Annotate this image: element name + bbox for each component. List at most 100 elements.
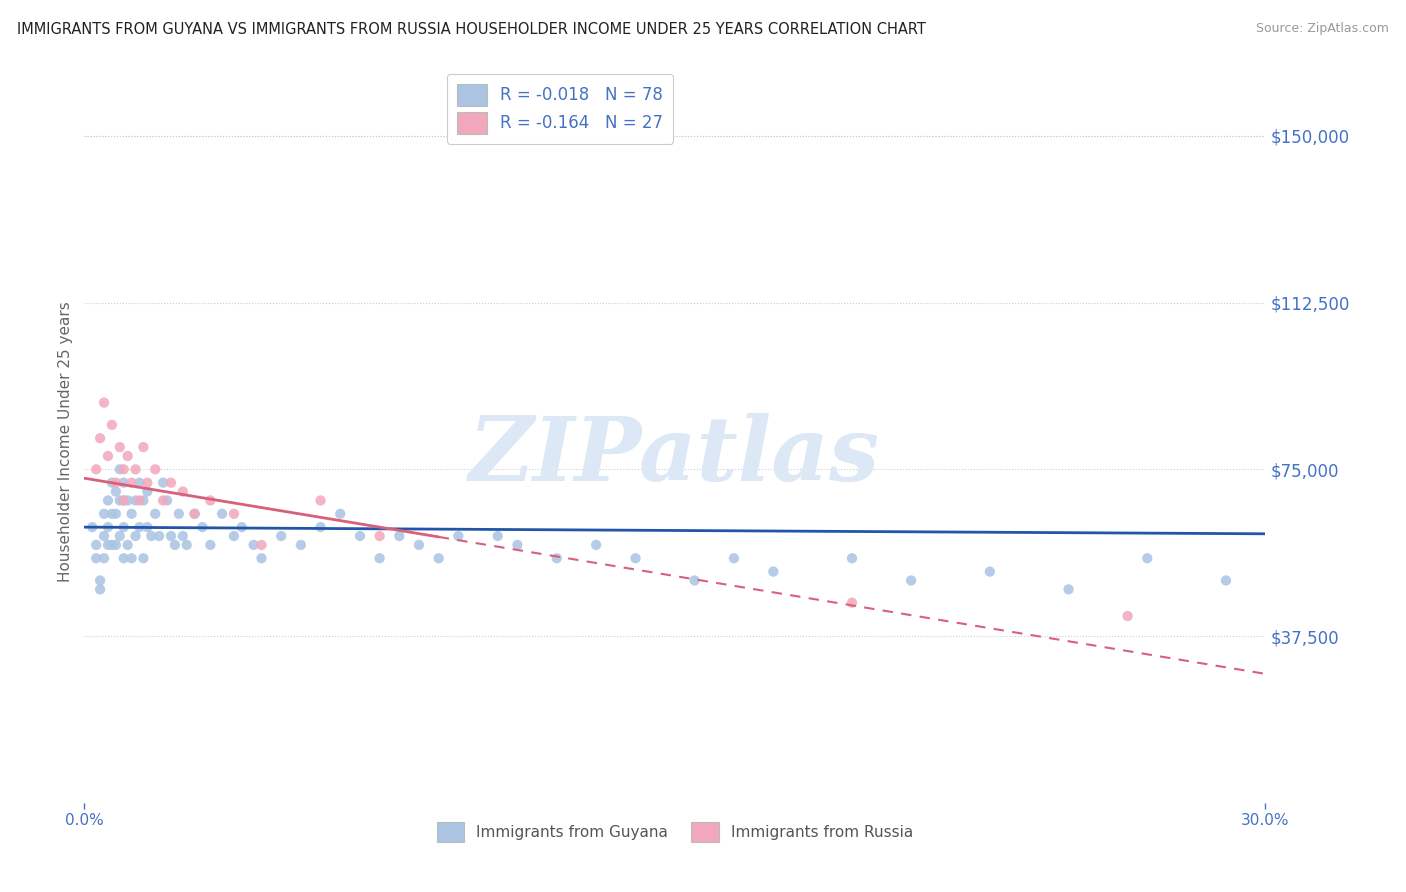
Point [104, 538, 127, 552]
Point [506, 538, 529, 552]
Point [368, 551, 391, 566]
Point [108, 529, 131, 543]
Point [141, 529, 163, 543]
Point [200, 538, 222, 552]
Point [231, 520, 253, 534]
Point [762, 565, 785, 579]
Point [841, 596, 863, 610]
Point [309, 520, 332, 534]
Point [89, 582, 111, 597]
Point [112, 493, 135, 508]
Point [112, 462, 135, 476]
Point [93, 529, 115, 543]
Text: ZIPatlas: ZIPatlas [470, 413, 880, 500]
Point [200, 493, 222, 508]
Point [93, 395, 115, 409]
Point [101, 507, 124, 521]
Point [222, 507, 245, 521]
Point [388, 529, 411, 543]
Point [683, 574, 706, 588]
Point [486, 529, 509, 543]
Point [117, 449, 139, 463]
Point [128, 493, 150, 508]
Point [329, 507, 352, 521]
Point [167, 507, 190, 521]
Point [97, 493, 120, 508]
Text: Source: ZipAtlas.com: Source: ZipAtlas.com [1256, 22, 1389, 36]
Point [132, 440, 155, 454]
Point [309, 493, 332, 508]
Point [136, 484, 159, 499]
Point [112, 520, 135, 534]
Y-axis label: Householder Income Under 25 years: Householder Income Under 25 years [58, 301, 73, 582]
Point [427, 551, 450, 566]
Point [160, 475, 183, 490]
Point [624, 551, 647, 566]
Point [117, 538, 139, 552]
Point [104, 475, 127, 490]
Point [124, 529, 146, 543]
Text: IMMIGRANTS FROM GUYANA VS IMMIGRANTS FROM RUSSIA HOUSEHOLDER INCOME UNDER 25 YEA: IMMIGRANTS FROM GUYANA VS IMMIGRANTS FRO… [17, 22, 925, 37]
Point [143, 507, 166, 521]
Point [183, 507, 205, 521]
Point [93, 551, 115, 566]
Point [160, 529, 183, 543]
Point [121, 507, 143, 521]
Point [97, 538, 120, 552]
Point [143, 462, 166, 476]
Point [124, 462, 146, 476]
Point [101, 538, 124, 552]
Point [97, 449, 120, 463]
Point [104, 507, 127, 521]
Point [101, 417, 124, 432]
Point [1215, 574, 1237, 588]
Point [84, 538, 107, 552]
Point [89, 431, 111, 445]
Point [128, 475, 150, 490]
Point [585, 538, 607, 552]
Point [117, 493, 139, 508]
Point [163, 538, 186, 552]
Point [242, 538, 264, 552]
Point [841, 551, 863, 566]
Point [250, 551, 273, 566]
Point [183, 507, 205, 521]
Point [132, 493, 155, 508]
Point [156, 493, 179, 508]
Point [1116, 609, 1139, 624]
Point [136, 475, 159, 490]
Point [723, 551, 745, 566]
Point [211, 507, 233, 521]
Point [108, 462, 131, 476]
Point [172, 484, 194, 499]
Point [1057, 582, 1080, 597]
Point [408, 538, 430, 552]
Point [84, 551, 107, 566]
Point [368, 529, 391, 543]
Point [128, 520, 150, 534]
Point [546, 551, 568, 566]
Point [222, 529, 245, 543]
Point [176, 538, 198, 552]
Point [97, 520, 120, 534]
Point [121, 475, 143, 490]
Point [112, 493, 135, 508]
Point [900, 574, 922, 588]
Point [84, 462, 107, 476]
Point [270, 529, 292, 543]
Point [290, 538, 312, 552]
Point [89, 574, 111, 588]
Point [112, 475, 135, 490]
Point [101, 475, 124, 490]
Point [112, 551, 135, 566]
Point [152, 475, 174, 490]
Point [172, 529, 194, 543]
Point [104, 484, 127, 499]
Point [93, 507, 115, 521]
Point [447, 529, 470, 543]
Legend: Immigrants from Guyana, Immigrants from Russia: Immigrants from Guyana, Immigrants from … [429, 814, 921, 849]
Point [979, 565, 1001, 579]
Point [1136, 551, 1159, 566]
Point [108, 493, 131, 508]
Point [82, 520, 104, 534]
